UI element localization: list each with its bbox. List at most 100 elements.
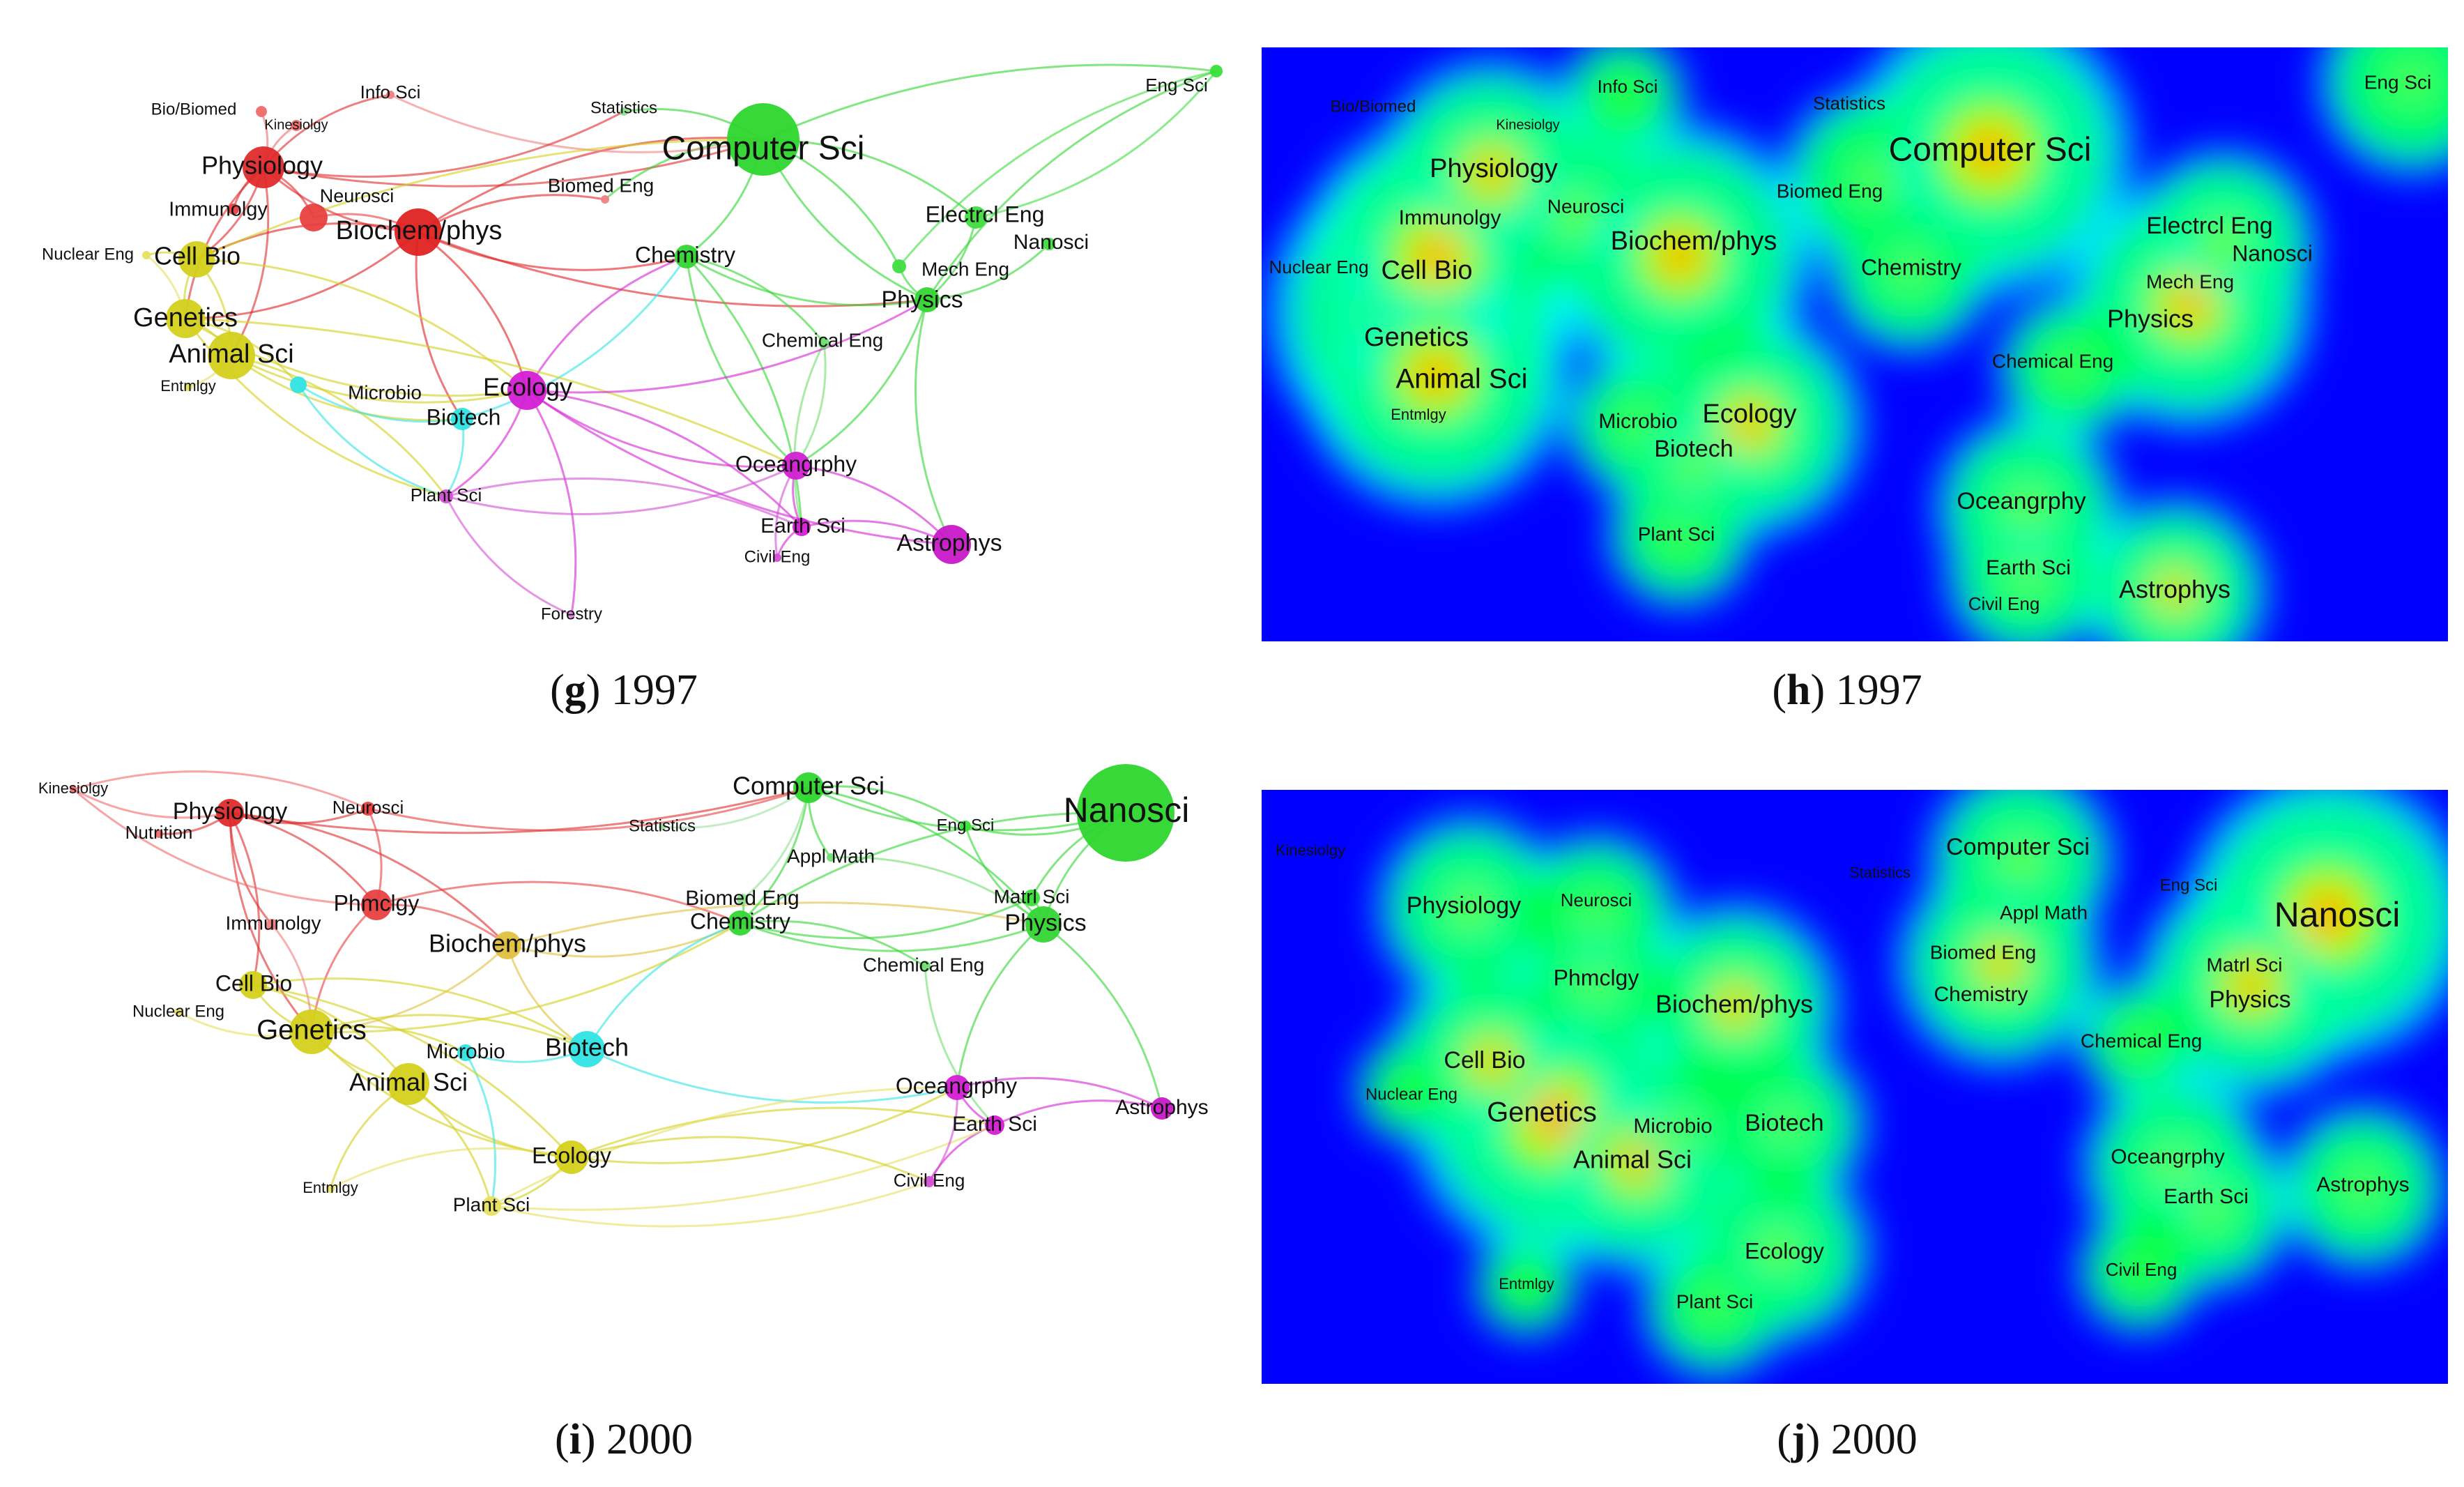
label-nanosci: Nanosci xyxy=(2274,895,2401,934)
edge-animal-sci-plant-sci xyxy=(408,1083,493,1207)
density-core xyxy=(1595,171,1765,342)
edge-biochem-phys-genetics xyxy=(185,231,419,320)
label-eng-sci: Eng Sci xyxy=(1145,75,1208,96)
label-immunolgy: Immunolgy xyxy=(169,199,268,221)
label-microbio: Microbio xyxy=(1633,1115,1712,1138)
edge-physics-eng-sci xyxy=(926,70,1217,300)
node-earth-sci xyxy=(985,1115,1004,1135)
density-core xyxy=(1644,499,1716,572)
caption-g: (g) 1997 xyxy=(550,666,698,714)
label-appl-math: Appl Math xyxy=(2000,901,2088,923)
edge-earth-sci-astrophys xyxy=(801,519,952,546)
label-astrophys: Astrophys xyxy=(2119,575,2230,604)
label-neurosci: Neurosci xyxy=(1561,890,1632,910)
density-core xyxy=(2120,537,2229,641)
node-oceangrphy xyxy=(944,1075,970,1100)
label-plant-sci: Plant Sci xyxy=(411,485,482,505)
edge-electrcl-eng-eng-sci xyxy=(975,70,1218,219)
node-animal-sci xyxy=(208,332,255,379)
node-neurosci xyxy=(361,802,375,816)
label-biotech: Biotech xyxy=(1654,436,1733,462)
label-phmclgy: Phmclgy xyxy=(1554,965,1639,990)
edge-plant-sci-civil-eng xyxy=(491,1180,930,1228)
density-core xyxy=(1970,808,2073,911)
label-biotech: Biotech xyxy=(545,1033,629,1062)
edge-plant-sci-oceangrphy xyxy=(491,1086,958,1207)
node-animal-sci xyxy=(388,1063,429,1105)
edge-ecology-astrophys xyxy=(526,389,952,546)
edge-physics-oceangrphy xyxy=(956,923,1045,1088)
node-electrcl-eng xyxy=(965,206,987,229)
label-immunolgy: Immunolgy xyxy=(1399,206,1501,229)
label-chemistry: Chemistry xyxy=(635,242,735,267)
edge-cell-bio-animal-sci xyxy=(252,984,410,1085)
density-core xyxy=(1984,533,2073,622)
edge-computer-sci-eng-sci xyxy=(763,63,1217,141)
density-core xyxy=(1386,1067,1430,1112)
edge-biochem-phys-chemistry xyxy=(418,231,687,271)
label-computer-sci: Computer Sci xyxy=(1946,834,2090,860)
label-nanosci: Nanosci xyxy=(1064,791,1190,830)
label-animal-sci: Animal Sci xyxy=(1573,1145,1692,1174)
label-biomed-eng: Biomed Eng xyxy=(685,887,799,910)
density-core xyxy=(2111,1242,2169,1300)
node-matrl-sci xyxy=(1023,890,1040,906)
edge-biomed-eng-computer-sci xyxy=(742,787,810,901)
label-astrophys: Astrophys xyxy=(1115,1096,1208,1119)
edge-physiology-computer-sci xyxy=(229,786,809,834)
node-kinesiolgy xyxy=(70,786,77,793)
edge-cell-bio-biotech xyxy=(252,977,588,1051)
density-core xyxy=(1648,420,1740,512)
edge-genetics-chemistry xyxy=(311,922,741,1033)
density-core xyxy=(2034,332,2106,404)
label-chemical-eng: Chemical Eng xyxy=(2081,1030,2202,1051)
edge-kinesiolgy-physiology xyxy=(72,788,231,819)
label-physics: Physics xyxy=(1004,910,1086,936)
label-chemical-eng: Chemical Eng xyxy=(762,329,883,351)
node-microbio xyxy=(457,1044,474,1061)
density-map-1997-svg: Bio/Biomed Kinesiolgy Info Sci Statistics En… xyxy=(1262,47,2448,641)
node-labels: Bio/Biomed Kinesiolgy Info Sci Statistics En… xyxy=(42,75,1208,623)
label-neurosci: Neurosci xyxy=(1547,195,1624,217)
edge-cell-bio-ecology xyxy=(252,984,573,1159)
edge-computer-sci-eng-sci xyxy=(808,785,966,828)
edge-kinesiolgy-phmclgy xyxy=(72,788,377,906)
label-cell-bio: Cell Bio xyxy=(1444,1047,1525,1074)
node-oceangrphy xyxy=(782,452,810,480)
edge-biochem-phys-physics xyxy=(507,901,1044,947)
label-cell-bio: Cell Bio xyxy=(215,970,292,996)
density-core xyxy=(1977,456,2080,559)
edge-genetics-oceangrphy xyxy=(185,317,797,467)
label-computer-sci: Computer Sci xyxy=(662,130,865,167)
node-entmlgy xyxy=(326,1184,335,1193)
edge-biotech-oceangrphy xyxy=(586,1048,958,1104)
label-kinesiolgy: Kinesiolgy xyxy=(38,779,108,797)
node-nuclear-eng xyxy=(174,1008,183,1016)
label-chemistry: Chemistry xyxy=(690,908,790,933)
network-map-2000: Kinesiolgy Physiology Neurosci Nutrition Sta… xyxy=(0,753,1241,1408)
label-statistics: Statistics xyxy=(629,816,696,835)
edge-entmlgy-ecology xyxy=(330,1147,572,1190)
density-blobs xyxy=(1270,47,2448,641)
label-nanosci: Nanosci xyxy=(1013,231,1089,254)
label-nuclear-eng: Nuclear Eng xyxy=(1365,1085,1457,1104)
edge-physics-oceangrphy xyxy=(795,299,928,467)
label-oceangrphy: Oceangrphy xyxy=(2111,1145,2224,1168)
edge-plant-sci-forestry xyxy=(445,496,572,616)
edge-physiology-cell-bio xyxy=(229,812,261,986)
label-mech-eng: Mech Eng xyxy=(921,258,1009,280)
label-kinesiolgy: Kinesiolgy xyxy=(1496,117,1559,132)
density-core xyxy=(1595,67,1653,125)
node-chemical-eng xyxy=(818,337,829,349)
node-entmlgy xyxy=(184,383,192,391)
edge-animal-sci-ecology xyxy=(231,354,528,404)
label-mech-eng: Mech Eng xyxy=(2146,270,2234,292)
edges xyxy=(72,770,1163,1228)
label-entmlgy: Entmlgy xyxy=(1391,406,1446,423)
edge-oceangrphy-astrophys xyxy=(795,464,953,546)
node-plant-sci xyxy=(439,489,453,503)
label-neurosci: Neurosci xyxy=(320,185,395,206)
label-bio-biomed: Bio/Biomed xyxy=(1331,97,1416,116)
node-mech-eng xyxy=(892,259,906,273)
node-phmclgy xyxy=(361,890,392,920)
